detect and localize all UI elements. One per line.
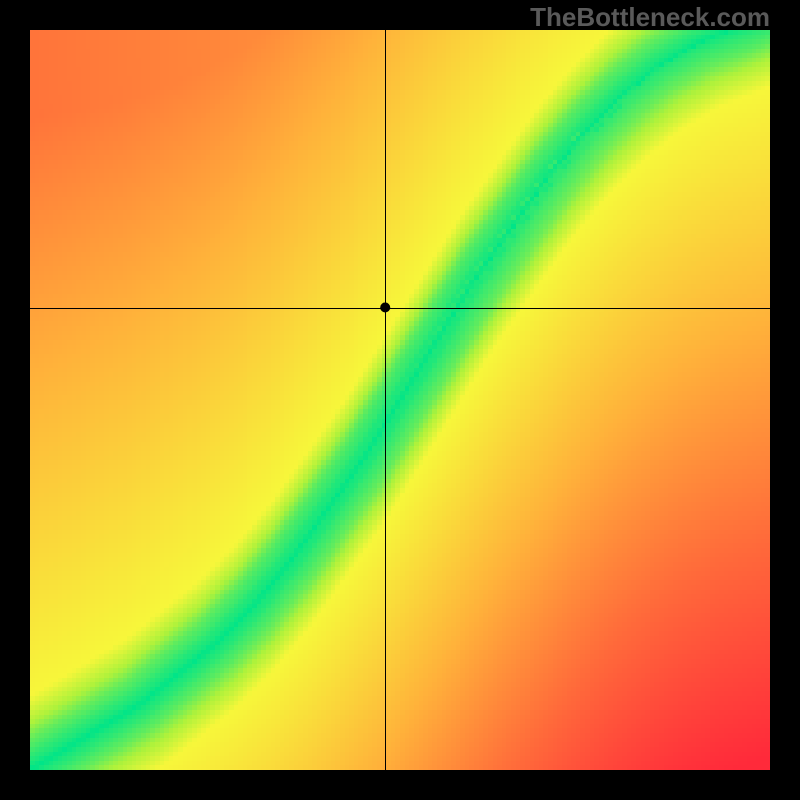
chart-container: TheBottleneck.com [0,0,800,800]
watermark-text: TheBottleneck.com [530,2,770,33]
bottleneck-heatmap [30,30,770,770]
